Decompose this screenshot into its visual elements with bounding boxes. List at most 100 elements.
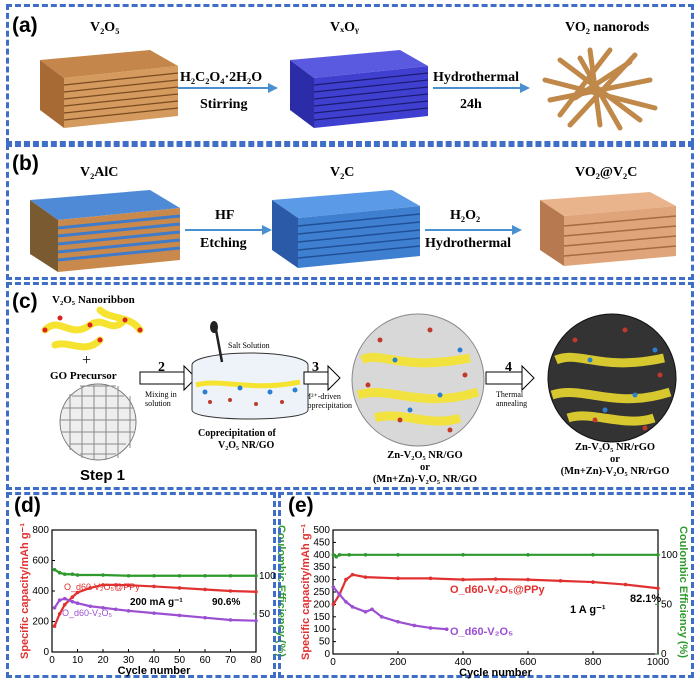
panel-a-mid-label: VₓOᵧ bbox=[330, 20, 359, 35]
y2-tick-label-1: 100 bbox=[661, 550, 678, 561]
panel-c-step3-text: M²⁺-driven coprecipitation bbox=[304, 392, 352, 410]
x-tick-label-1: 0 bbox=[330, 657, 336, 668]
series-point-1-2 bbox=[396, 553, 400, 557]
panel-d-label: (d) bbox=[14, 494, 41, 517]
series-point-0-0 bbox=[228, 589, 233, 593]
panel-c-salt-label: Salt Solution bbox=[228, 341, 270, 350]
panel-c-step4-text: Thermal annealing bbox=[496, 390, 528, 408]
series-point-0-0 bbox=[254, 589, 258, 594]
panel-c-step3-num: 3 bbox=[312, 360, 319, 375]
series-point-0-0 bbox=[70, 595, 75, 599]
panel-c-plus: + bbox=[82, 352, 92, 369]
series-point-0-0 bbox=[152, 584, 156, 589]
panel-d-series1-label: O_d60-V₂O₅@PPy bbox=[64, 582, 140, 592]
x-tick-label-0: 70 bbox=[225, 655, 237, 666]
series-point-0-1 bbox=[52, 605, 57, 610]
series-point-0-1 bbox=[254, 618, 258, 623]
series-point-0-1 bbox=[75, 601, 80, 605]
vo2-v2c-layer-stack bbox=[540, 192, 677, 266]
nanoribbon-dots bbox=[42, 315, 143, 343]
series-point-1-0 bbox=[656, 586, 660, 591]
series-point-1-1 bbox=[337, 592, 342, 597]
series-point-0-2 bbox=[228, 573, 233, 578]
panel-b-arrow2-top: H₂O₂ bbox=[450, 208, 481, 223]
panel-c-step4-num: 4 bbox=[505, 360, 512, 375]
y-tick-label-1: 350 bbox=[313, 562, 330, 573]
panel-a-end-label: VO₂ nanorods bbox=[565, 20, 650, 35]
series-point-1-0 bbox=[344, 577, 348, 582]
beaker bbox=[191, 352, 309, 420]
panel-b-arrow1-top: HF bbox=[215, 208, 235, 223]
panel-b-arrow2-bottom: Hydrothermal bbox=[425, 236, 512, 251]
y-tick-label-1: 50 bbox=[319, 637, 331, 648]
panel-b-label: (b) bbox=[12, 152, 39, 175]
panel-c-mid-line2: (Mn+Zn)-V₂O₅ NR/GO bbox=[372, 474, 478, 485]
series-point-1-2 bbox=[347, 553, 352, 557]
y2-tick-label-1: 50 bbox=[661, 599, 673, 610]
series-point-0-1 bbox=[113, 607, 118, 612]
series-point-1-0 bbox=[623, 582, 628, 587]
series-point-1-1 bbox=[412, 623, 417, 628]
series-point-1-2 bbox=[656, 553, 660, 557]
x-tick-label-0: 10 bbox=[72, 655, 84, 666]
x-tick-label-0: 30 bbox=[123, 655, 135, 666]
x-tick-label-0: 0 bbox=[49, 655, 55, 666]
series-point-1-0 bbox=[591, 580, 595, 584]
panel-b-start-label: V₂AlC bbox=[80, 165, 119, 180]
x-tick-label-0: 60 bbox=[199, 655, 211, 666]
arrow-b1 bbox=[185, 225, 272, 235]
panel-a-arrow1-top: H₂C₂O₄·2H₂O bbox=[180, 70, 263, 85]
y-tick-label-0: 400 bbox=[32, 586, 49, 597]
series-line-1-2 bbox=[332, 553, 658, 559]
panel-e-series1-label: O_d60-V₂O₅@PPy bbox=[450, 584, 545, 596]
vxoy-layer-stack bbox=[290, 50, 429, 128]
panel-c-step2-num: 2 bbox=[158, 360, 165, 375]
series-point-0-0 bbox=[203, 587, 207, 592]
series-point-1-1 bbox=[350, 605, 355, 609]
y-axis-label-0: Specific capacity/mAh g⁻¹ bbox=[19, 523, 31, 659]
series-point-1-0 bbox=[428, 576, 433, 581]
series-point-1-0 bbox=[396, 576, 400, 581]
series-point-0-1 bbox=[70, 599, 75, 604]
series-point-0-0 bbox=[52, 624, 57, 628]
panel-c bbox=[6, 282, 694, 490]
panel-c-coprecip-label2: V₂O₅ NR/GO bbox=[218, 440, 275, 451]
series-point-0-1 bbox=[203, 615, 207, 620]
series-point-0-1 bbox=[101, 605, 105, 610]
panel-d-series2-label: O_d60-V₂O₅ bbox=[62, 608, 113, 618]
y-axis-label-1: Specific capacity/mAh g⁻¹ bbox=[300, 524, 312, 660]
series-point-1-1 bbox=[370, 607, 374, 612]
series-point-0-1 bbox=[88, 604, 93, 609]
series-point-0-1 bbox=[177, 613, 182, 618]
x-tick-label-0: 20 bbox=[97, 655, 109, 666]
panel-a bbox=[6, 4, 694, 144]
x-tick-label-1: 600 bbox=[520, 657, 537, 668]
series-point-0-2 bbox=[52, 567, 57, 572]
series-point-1-2 bbox=[526, 553, 530, 557]
series-point-1-1 bbox=[396, 619, 400, 624]
series-point-1-2 bbox=[334, 554, 339, 559]
panel-c-go-precursor: GO Precursor bbox=[50, 370, 117, 382]
series-line-1-1 bbox=[332, 586, 447, 631]
y-tick-label-1: 500 bbox=[313, 525, 330, 536]
y-tick-label-1: 100 bbox=[313, 624, 330, 635]
panel-b-mid-label: V₂C bbox=[330, 165, 355, 180]
series-point-1-0 bbox=[558, 579, 563, 583]
x-axis-label-0: Cycle number bbox=[118, 665, 191, 677]
y-tick-label-1: 450 bbox=[313, 537, 330, 548]
x-tick-label-1: 1000 bbox=[647, 657, 670, 668]
series-point-0-0 bbox=[126, 583, 131, 588]
panel-e-retention: 82.1% bbox=[630, 593, 662, 605]
y-tick-label-1: 200 bbox=[313, 599, 330, 610]
vo2-nanorods bbox=[542, 47, 658, 131]
panel-b-arrow1-bottom: Etching bbox=[200, 236, 247, 251]
series-point-0-0 bbox=[57, 612, 62, 616]
y-tick-label-0: 800 bbox=[32, 525, 49, 536]
series-point-1-1 bbox=[379, 615, 384, 619]
panel-b bbox=[6, 144, 694, 280]
y-tick-label-1: 150 bbox=[313, 612, 330, 623]
arrow-a2 bbox=[433, 83, 530, 93]
series-point-1-0 bbox=[350, 572, 355, 577]
